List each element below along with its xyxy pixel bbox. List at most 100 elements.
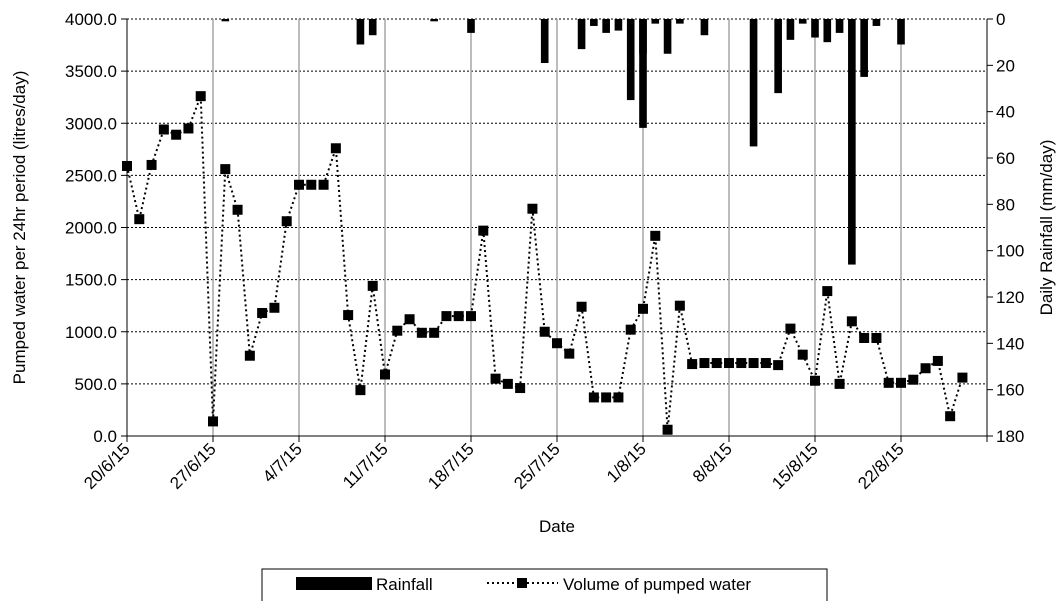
rainfall-bar [577,19,586,50]
x-tick-label: 22/8/15 [854,439,908,493]
pumped-water-point [932,355,943,366]
pumped-water-point [945,411,956,422]
legend-swatch-pumped-marker [517,578,527,588]
rainfall-bar [368,19,377,36]
pumped-water-point [625,324,636,335]
left-tick-label: 3500.0 [65,62,117,81]
pumped-water-point [674,300,685,311]
pumped-water-point [871,333,882,344]
pumped-water-point [269,302,280,313]
rainfall-bar [811,19,819,38]
right-tick-label: 80 [996,195,1015,214]
pumped-water-point [883,377,894,388]
left-tick-label: 0.0 [93,427,117,446]
rainfall-bar [221,19,230,22]
left-tick-label: 500.0 [74,375,117,394]
legend-label-rainfall: Rainfall [376,575,433,594]
pumped-water-point [318,179,329,190]
x-tick-label: 1/8/15 [603,439,650,486]
right-axis-ticks: 0 20 40 60 80 100 120 140 160 180 [996,10,1024,446]
rainfall-bar [663,19,672,54]
left-axis-ticks: 0.0 500.0 1000.0 1500.0 2000.0 2500.0 3000.0 35… [65,10,117,446]
left-tick-label: 2500.0 [65,166,117,185]
pumped-water-point [134,214,145,225]
pumped-water-point [908,374,919,385]
pumped-water-point [220,164,231,175]
pumped-water-point [859,333,870,344]
pumped-water-point [466,311,476,322]
rainfall-bar [590,19,598,26]
x-tick-label: 4/7/15 [259,439,306,486]
right-tick-label: 20 [996,56,1015,75]
pumped-water-point [515,383,526,394]
pumped-water-point [416,327,427,338]
pumped-water-point [699,358,710,369]
pumped-water-point [846,316,857,327]
rainfall-bar [356,19,365,45]
rainfall-bar [430,19,438,22]
pumped-water-point [330,143,341,154]
pumped-water-point [429,327,440,338]
rainfall-bar [540,19,549,64]
right-tick-label: 180 [996,427,1024,446]
rainfall-bar [897,19,905,45]
gridlines [127,18,987,436]
pumped-water-point [810,375,820,386]
pumped-water-point [441,311,452,322]
rainfall-bar [749,19,758,147]
pumped-water-point [355,385,366,396]
pumped-water-point [527,203,538,214]
pumped-water-line [122,91,968,435]
pumped-water-point [662,424,673,435]
pumped-water-point [896,377,906,388]
rainfall-bar [823,19,832,43]
pumped-water-point [822,286,833,297]
right-tick-label: 160 [996,381,1024,400]
rainfall-bar [860,19,868,77]
x-tick-label: 20/6/15 [80,439,134,493]
left-tick-label: 2000.0 [65,219,117,238]
pumped-water-point [404,314,415,325]
left-tick-label: 3000.0 [65,114,117,133]
axes [121,18,993,442]
pumped-water-point [294,179,304,190]
rainfall-bar [774,19,782,94]
legend-swatch-rainfall [296,577,372,590]
pumped-water-point [232,204,243,215]
pumped-water-point [244,350,255,361]
pumped-water-point [736,358,747,369]
pumped-water-point [257,307,268,318]
left-tick-label: 1000.0 [65,323,117,342]
rainfall-bar [835,19,844,33]
pumped-water-point [711,358,722,369]
pumped-water-point [588,392,599,403]
right-tick-label: 100 [996,242,1024,261]
pumped-water-point [171,129,182,140]
pumped-water-point [380,369,390,380]
right-tick-label: 60 [996,149,1015,168]
pumped-water-point [724,358,734,369]
pumped-water-point [208,416,218,427]
right-tick-label: 40 [996,103,1015,122]
x-axis-title: Date [539,517,575,536]
pumped-water-point [195,91,206,102]
pumped-water-point [146,159,157,170]
right-tick-label: 140 [996,334,1024,353]
pumped-water-point [576,301,587,312]
pumped-water-point [760,358,771,369]
pumped-water-point [564,348,575,359]
pumped-water-point [453,311,464,322]
legend: Rainfall Volume of pumped water [261,568,828,601]
rainfall-bar [700,19,709,36]
rainfall-bar [676,19,684,24]
pumped-water-point [539,326,550,337]
rainfall-bar [872,19,881,26]
pumped-water-point [650,230,661,241]
pumped-water-point [392,325,403,336]
x-tick-label: 15/8/15 [768,439,822,493]
pumped-water-point [490,373,501,384]
rainfall-bar [651,19,660,24]
pumped-water-point [478,225,489,236]
